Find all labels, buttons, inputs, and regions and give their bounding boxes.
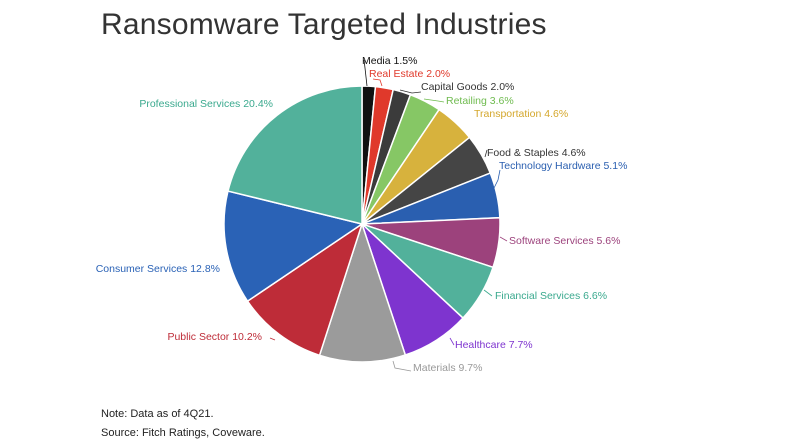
slice-label: Capital Goods 2.0%	[421, 81, 514, 93]
chart-title: Ransomware Targeted Industries	[101, 8, 547, 41]
slice-label: Consumer Services 12.8%	[96, 263, 220, 275]
leader-line	[399, 89, 422, 94]
slice-label: Software Services 5.6%	[509, 235, 620, 247]
slice-label: Media 1.5%	[362, 55, 417, 67]
data-note: Note: Data as of 4Q21.	[101, 408, 214, 420]
pie-slice-professional-services	[227, 85, 363, 225]
leader-line	[423, 98, 445, 103]
slice-label: Professional Services 20.4%	[139, 98, 273, 110]
leader-line	[392, 360, 412, 372]
pie-slice-consumer-services	[223, 190, 364, 303]
slice-label: Food & Staples 4.6%	[487, 147, 586, 159]
slice-label: Public Sector 10.2%	[167, 331, 262, 343]
leader-line	[372, 78, 383, 87]
leader-line	[269, 337, 276, 341]
slice-label: Real Estate 2.0%	[369, 68, 450, 80]
leader-line	[484, 149, 488, 158]
pie-slice-materials	[318, 221, 407, 363]
leader-line	[499, 236, 508, 242]
source-note: Source: Fitch Ratings, Coveware.	[101, 427, 265, 439]
pie-slice-public-sector	[246, 222, 364, 357]
leader-line	[449, 337, 455, 346]
leader-line	[483, 289, 493, 297]
slice-label: Retailing 3.6%	[446, 95, 514, 107]
slice-label: Financial Services 6.6%	[495, 290, 607, 302]
slice-label: Transportation 4.6%	[474, 108, 568, 120]
slice-label: Technology Hardware 5.1%	[499, 160, 627, 172]
slice-label: Healthcare 7.7%	[455, 339, 533, 351]
slice-label: Materials 9.7%	[413, 362, 482, 374]
leader-line	[492, 169, 501, 191]
leader-line	[363, 59, 368, 87]
